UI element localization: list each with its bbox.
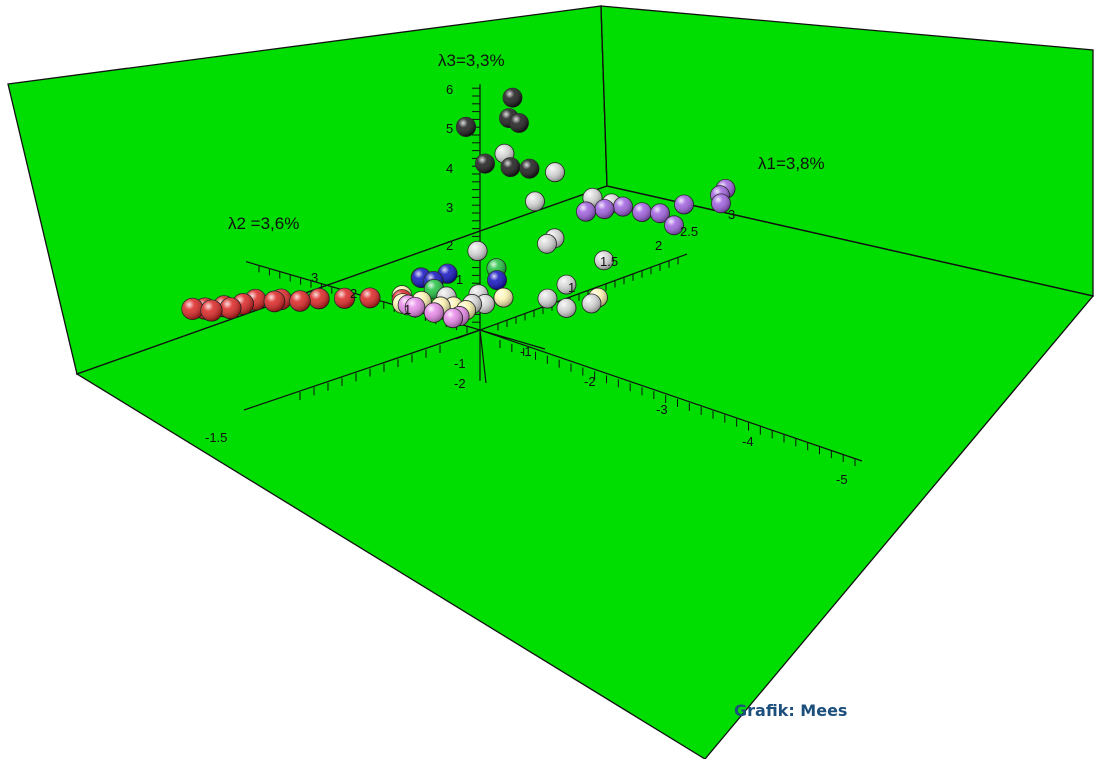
data-point-shine	[487, 270, 507, 290]
axis-x-negative	[479, 329, 863, 462]
data-point-shine	[456, 117, 476, 137]
data-point-shine	[501, 157, 520, 177]
data-point-shine	[308, 288, 330, 309]
data-point-shine	[711, 193, 731, 213]
z-tick-label: 3	[446, 200, 453, 215]
x-tick-label: 1.5	[600, 254, 618, 269]
y-tick-label: 1	[404, 302, 411, 317]
data-point-shine	[219, 297, 242, 319]
y-tick-label: 2	[350, 286, 357, 301]
axis-z-negative	[479, 329, 487, 384]
neg-x-tick-label: -2	[584, 374, 596, 389]
data-point-shine	[632, 202, 652, 222]
data-point-shine	[264, 290, 285, 312]
data-point-shine	[538, 289, 557, 309]
x-tick-label: 3	[728, 207, 735, 222]
x-axis-title: λ1=3,8%	[758, 154, 825, 173]
z-tick-label: 6	[446, 82, 453, 97]
data-point-shine	[576, 201, 596, 222]
z-tick-label: 1	[456, 272, 463, 287]
data-point-shine	[582, 294, 601, 313]
neg-x-tick-label: -4	[742, 434, 754, 449]
data-point-shine	[405, 297, 425, 317]
data-point-shine	[545, 162, 565, 182]
data-point-shine	[594, 250, 614, 270]
neg-z-tick-label: -2	[454, 376, 466, 391]
data-point-shine	[467, 241, 488, 261]
y-tick-label: 3	[311, 270, 318, 285]
z-axis-title: λ3=3,3%	[438, 51, 505, 70]
x-tick-label: 1	[568, 280, 575, 295]
z-tick-label: 4	[446, 161, 453, 176]
data-point-shine	[525, 191, 545, 211]
data-point-shine	[181, 298, 204, 320]
neg-x-tick-label: -1	[520, 344, 532, 359]
data-point-shine	[557, 275, 576, 295]
data-point-shine	[537, 234, 557, 254]
neg-z-tick-label: -1	[454, 356, 466, 371]
x-tick-label: 2.5	[680, 224, 698, 239]
data-point-shine	[200, 299, 223, 322]
data-point-shine	[613, 197, 633, 217]
labels-group: 6 5 4 3 2 1 3 2 1 3 2.5 2 1.5 1 -1 -2 -3 -4 -5 -1.5 -1 -2 λ3=3…	[205, 51, 848, 487]
axis-x-positive	[455, 253, 688, 340]
z-tick-label: 5	[446, 121, 453, 136]
data-point-shine	[424, 302, 444, 323]
y-axis-title: λ2 =3,6%	[228, 214, 299, 233]
neg-x-tick-label: -5	[836, 472, 848, 487]
axis-y-negative	[243, 329, 481, 411]
data-point-shine	[503, 88, 522, 108]
data-point-shine	[359, 287, 381, 308]
data-point-shine	[520, 159, 539, 179]
data-point-shine	[443, 308, 463, 328]
data-point-shine	[557, 298, 576, 318]
data-point-shine	[289, 290, 311, 312]
neg-y-tick-label: -1.5	[205, 430, 227, 445]
credit-label: Grafik: Mees	[734, 701, 848, 720]
points-group	[181, 87, 736, 329]
box-vertical-edge	[600, 5, 608, 187]
data-point-shine	[493, 288, 514, 308]
data-point-shine	[674, 195, 694, 214]
data-point-shine	[650, 203, 670, 223]
data-point-shine	[475, 154, 495, 174]
z-tick-label: 2	[446, 238, 453, 253]
data-point-shine	[334, 288, 355, 309]
data-point-shine	[664, 215, 684, 235]
x-tick-label: 2	[655, 238, 662, 253]
data-point-shine	[509, 113, 529, 133]
data-point-shine	[594, 199, 615, 219]
neg-x-tick-label: -3	[656, 402, 668, 417]
